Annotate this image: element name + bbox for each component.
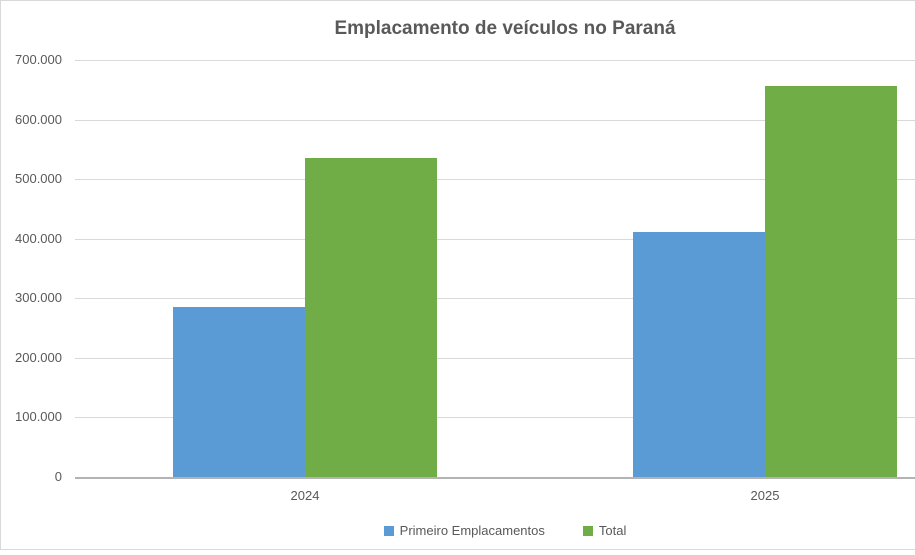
gridline [75,417,915,419]
y-axis-tick-label: 0 [54,469,62,484]
bar-2025-total [765,85,897,477]
x-axis-line [75,477,915,479]
x-axis-category-label: 2025 [750,488,780,503]
legend-swatch-primeiro-emplacamentos [383,525,394,536]
bar-2024-primeiro-emplacamentos [173,306,305,477]
y-axis-tick-label: 300.000 [15,290,62,306]
legend-item-total: Total [582,523,627,538]
y-axis-tick-label: 100.000 [15,409,62,425]
gridline [75,238,915,240]
y-axis-tick-label: 600.000 [15,111,62,127]
legend-label: Primeiro Emplacamentos [399,523,545,538]
legend-label: Total [598,523,627,538]
y-axis-tick-label: 400.000 [15,230,62,246]
gridline [75,298,915,300]
bar-2025-primeiro-emplacamentos [633,231,765,477]
y-axis-tick-label: 500.000 [15,171,62,187]
gridline [75,60,915,61]
legend-item-primeiro-emplacamentos: Primeiro Emplacamentos [383,523,545,538]
legend-swatch-total [582,525,593,536]
gridline [75,119,915,121]
gridline [75,357,915,359]
gridline [75,179,915,181]
x-axis-category-label: 2024 [290,488,320,503]
y-axis-tick-label: 700.000 [15,52,62,67]
y-axis-tick-label: 200.000 [15,349,62,365]
legend: Primeiro Emplacamentos Total [75,523,915,538]
bar-2024-total [305,158,437,477]
chart-title: Emplacamento de veículos no Paraná [334,18,676,39]
